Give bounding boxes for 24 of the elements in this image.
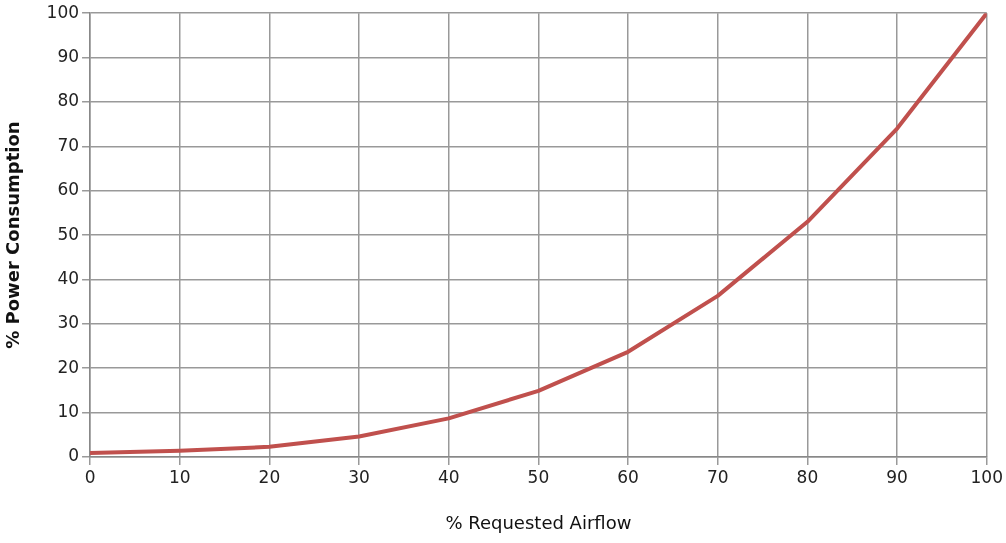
y-axis-title: % Power Consumption [2, 121, 24, 349]
y-tick-label: 30 [57, 312, 80, 333]
x-tick-label: 80 [796, 466, 819, 487]
y-tick-label: 100 [46, 1, 80, 22]
x-tick-label: 70 [706, 466, 729, 487]
x-tick-label: 0 [84, 466, 96, 487]
y-tick-label: 70 [57, 134, 80, 155]
y-tick-label: 40 [57, 267, 80, 288]
y-tick-label: 0 [68, 445, 80, 466]
x-tick-label: 40 [437, 466, 460, 487]
y-tick-label: 20 [57, 356, 80, 377]
x-tick-label: 20 [258, 466, 281, 487]
y-tick-label: 50 [57, 223, 80, 244]
x-tick-label: 60 [617, 466, 639, 487]
y-tick-label: 10 [57, 401, 80, 422]
y-tick-label: 60 [57, 179, 80, 200]
x-tick-label: 50 [527, 466, 550, 487]
x-tick-label: 10 [168, 466, 191, 487]
x-tick-label: 100 [970, 466, 1003, 487]
y-tick-label: 80 [57, 90, 80, 111]
x-axis-title: % Requested Airflow [445, 511, 632, 533]
x-tick-label: 30 [348, 466, 370, 487]
x-tick-label: 90 [886, 466, 908, 487]
y-tick-label: 90 [57, 46, 80, 66]
